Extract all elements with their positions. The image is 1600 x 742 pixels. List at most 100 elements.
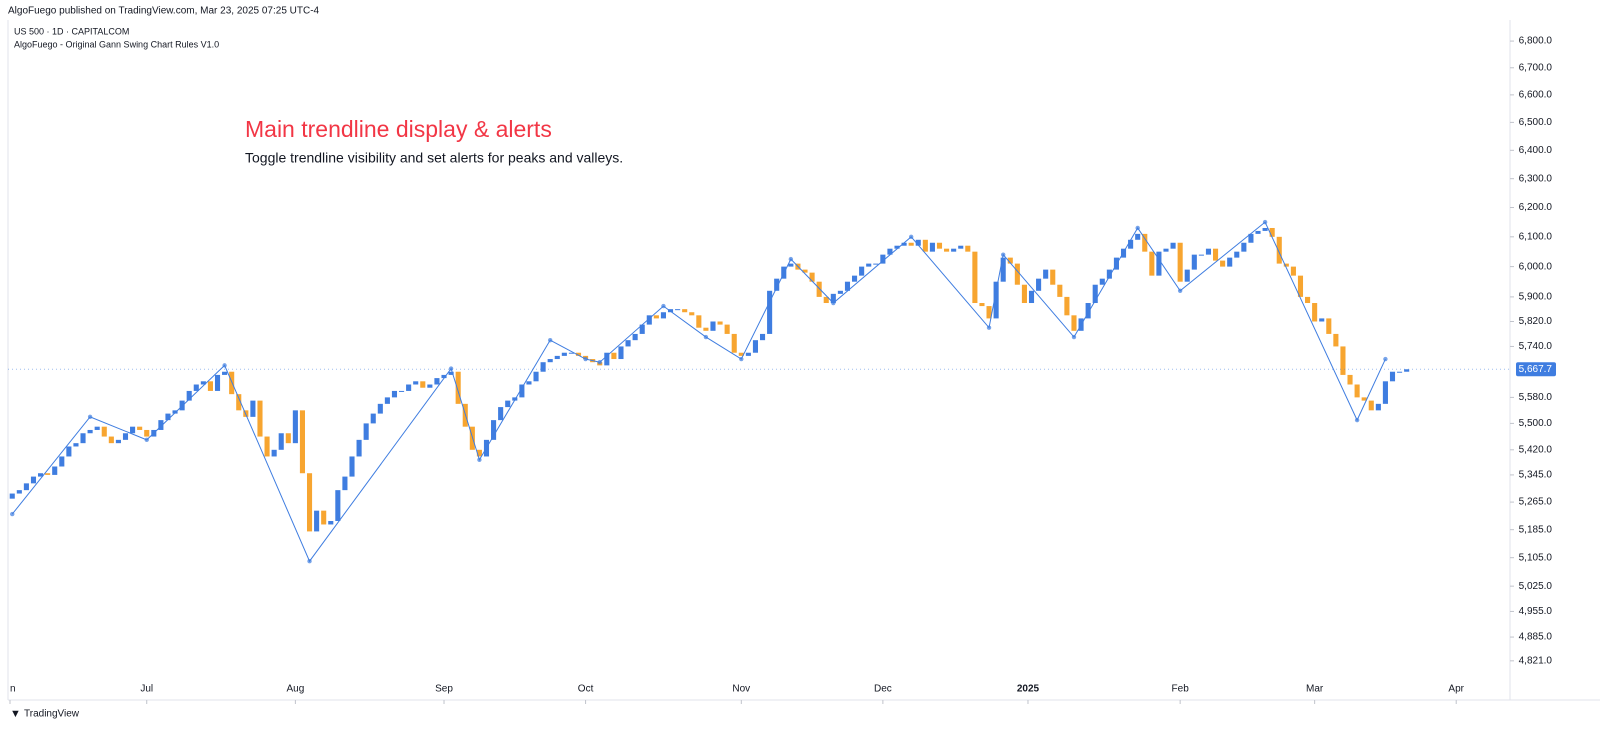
candle (250, 400, 256, 417)
candle (257, 400, 263, 437)
pivot (583, 356, 588, 362)
candle (1262, 227, 1268, 231)
pivot (986, 325, 992, 330)
candle (809, 272, 815, 282)
candle (1319, 318, 1325, 322)
candle (498, 407, 504, 421)
candle (682, 309, 688, 313)
candle (540, 362, 546, 372)
candle (802, 269, 808, 273)
candle (441, 374, 447, 379)
candle (767, 290, 773, 334)
candle (427, 384, 433, 388)
candle (1085, 303, 1091, 319)
candle (1191, 254, 1197, 270)
candle (193, 384, 199, 391)
candle (986, 306, 992, 319)
candle (568, 352, 574, 354)
y-tick-label: 6,600.0 (1519, 90, 1553, 101)
candle (1234, 251, 1240, 258)
candle (908, 242, 914, 246)
candle (87, 429, 93, 434)
candle (1036, 278, 1042, 291)
swing-line (11, 221, 1386, 563)
candle (1014, 263, 1020, 285)
candle (292, 410, 298, 444)
candle (321, 510, 327, 525)
candle (264, 436, 270, 457)
candle (738, 352, 744, 356)
candle (377, 403, 383, 414)
candle (653, 315, 659, 319)
candle (306, 473, 313, 532)
y-tick-label: 4,955.0 (1519, 606, 1553, 617)
pivot (477, 457, 482, 463)
pivot (908, 234, 914, 240)
candle (717, 321, 723, 325)
candle (1212, 248, 1219, 261)
candle (1205, 248, 1212, 255)
candle (512, 397, 518, 401)
candle (1404, 369, 1410, 372)
candle (1368, 400, 1374, 411)
candle (122, 433, 129, 440)
candle (115, 439, 121, 444)
candle (130, 426, 136, 434)
candle (993, 281, 999, 319)
y-tick-label: 5,105.0 (1519, 552, 1553, 563)
candle (391, 390, 398, 398)
candle (561, 352, 567, 356)
candle (285, 433, 291, 444)
x-tick-label: Feb (1172, 684, 1190, 695)
y-tick-label: 6,800.0 (1519, 36, 1553, 47)
candle (1021, 284, 1027, 304)
candle (1057, 284, 1063, 297)
candle (335, 490, 341, 522)
pivot (1262, 219, 1268, 225)
candle (788, 263, 794, 267)
candle (1340, 346, 1346, 375)
candle (1043, 269, 1049, 279)
pivot (739, 356, 744, 362)
y-tick-label: 6,700.0 (1519, 62, 1553, 73)
pivot (144, 437, 149, 443)
candle (38, 473, 44, 477)
candle (186, 390, 192, 401)
candle (533, 371, 539, 382)
candle (1305, 296, 1311, 304)
pivot (307, 559, 312, 564)
x-tick-label: 2025 (1017, 684, 1040, 695)
candle (1170, 242, 1176, 249)
pivot (222, 363, 227, 368)
x-tick-label: n (10, 684, 16, 695)
last-price-label: 5,667.7 (1519, 364, 1553, 375)
candle (1198, 254, 1204, 256)
candle (1184, 269, 1190, 282)
candle (837, 290, 843, 294)
candle (894, 245, 900, 249)
candle (80, 433, 86, 444)
candle (887, 248, 893, 255)
y-tick-label: 5,185.0 (1519, 524, 1553, 535)
publisher: AlgoFuego published on TradingView.com, … (8, 6, 320, 17)
candle (1354, 384, 1360, 398)
candle (745, 352, 751, 356)
y-tick-label: 4,821.0 (1519, 655, 1553, 666)
candle (66, 446, 72, 457)
candle (604, 352, 610, 366)
candle (632, 333, 638, 341)
candle (660, 312, 666, 319)
candle (752, 340, 759, 353)
y-tick-label: 5,740.0 (1519, 341, 1553, 352)
candle (328, 521, 334, 525)
candle (165, 413, 171, 421)
candle (314, 510, 320, 532)
candle (1248, 233, 1254, 243)
x-tick-label: Sep (435, 684, 453, 695)
candle (830, 293, 836, 304)
candle (342, 476, 348, 491)
symbol: US 500 · 1D · CAPITALCOM (14, 26, 129, 36)
candle (356, 439, 362, 457)
candle (9, 493, 15, 499)
